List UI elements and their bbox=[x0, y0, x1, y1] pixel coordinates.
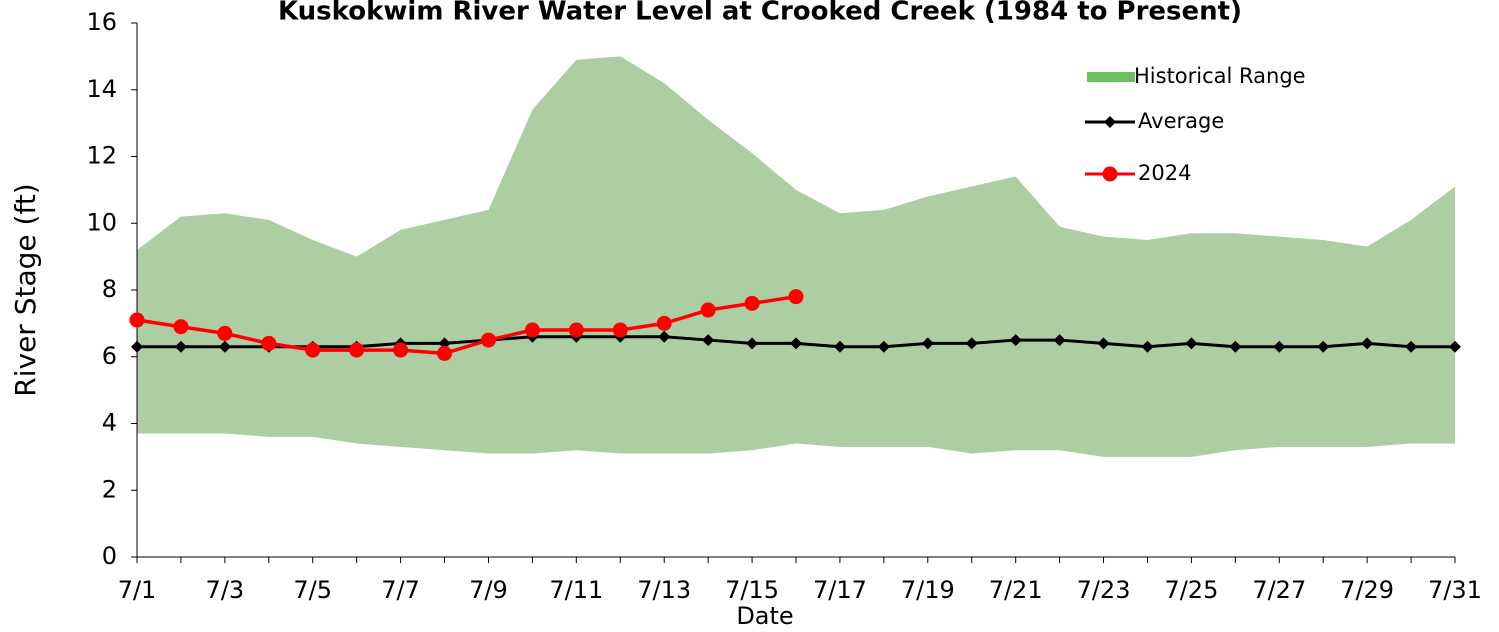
point bbox=[438, 337, 451, 350]
point bbox=[833, 340, 846, 353]
point bbox=[1361, 337, 1374, 350]
point bbox=[1449, 340, 1461, 353]
point bbox=[1185, 337, 1198, 350]
point bbox=[612, 322, 628, 338]
point bbox=[349, 342, 365, 358]
point bbox=[744, 295, 760, 311]
point bbox=[658, 330, 671, 343]
point bbox=[174, 340, 187, 353]
y-tick-label: 8 bbox=[102, 275, 117, 303]
x-tick-label: 7/19 bbox=[901, 576, 955, 604]
x-tick-label: 7/5 bbox=[293, 576, 332, 604]
point bbox=[1141, 340, 1154, 353]
x-tick-label: 7/23 bbox=[1077, 576, 1131, 604]
point bbox=[568, 322, 584, 338]
chart-title: Kuskokwim River Water Level at Crooked C… bbox=[278, 0, 1242, 27]
point bbox=[965, 337, 978, 350]
legend-marker bbox=[1102, 166, 1118, 182]
point bbox=[131, 340, 143, 353]
point bbox=[790, 337, 802, 350]
legend-label: 2024 bbox=[1138, 161, 1191, 185]
y-tick-label: 12 bbox=[86, 142, 117, 170]
point bbox=[1317, 340, 1330, 353]
point bbox=[437, 345, 453, 361]
point bbox=[788, 289, 804, 305]
y-tick-label: 6 bbox=[102, 342, 117, 370]
x-tick-label: 7/29 bbox=[1340, 576, 1394, 604]
point bbox=[1229, 340, 1242, 353]
point bbox=[261, 335, 277, 351]
point bbox=[746, 337, 759, 350]
point bbox=[173, 319, 189, 335]
point bbox=[393, 342, 409, 358]
point bbox=[1097, 337, 1110, 350]
x-tick-label: 7/1 bbox=[118, 576, 157, 604]
x-tick-label: 7/21 bbox=[989, 576, 1043, 604]
point bbox=[1053, 334, 1066, 347]
point bbox=[1405, 340, 1418, 353]
point bbox=[480, 332, 496, 348]
x-tick-label: 7/25 bbox=[1164, 576, 1218, 604]
legend-swatch bbox=[1087, 72, 1135, 82]
x-tick-label: 7/3 bbox=[206, 576, 245, 604]
y-tick-label: 14 bbox=[86, 75, 117, 103]
x-tick-label: 7/13 bbox=[637, 576, 691, 604]
point bbox=[702, 334, 715, 347]
point bbox=[218, 340, 231, 353]
x-tick-label: 7/15 bbox=[725, 576, 779, 604]
x-tick-label: 7/31 bbox=[1428, 576, 1482, 604]
y-tick-label: 10 bbox=[86, 208, 117, 236]
point bbox=[129, 312, 145, 328]
x-axis-label: Date bbox=[736, 602, 793, 628]
x-tick-label: 7/7 bbox=[381, 576, 420, 604]
legend-marker bbox=[1104, 116, 1116, 128]
x-tick-label: 7/9 bbox=[469, 576, 508, 604]
point bbox=[700, 302, 716, 318]
legend-label: Historical Range bbox=[1134, 64, 1306, 88]
legend-label: Average bbox=[1138, 109, 1224, 133]
point bbox=[921, 337, 934, 350]
point bbox=[877, 340, 890, 353]
point bbox=[1009, 334, 1022, 347]
y-tick-label: 2 bbox=[102, 475, 117, 503]
x-tick-label: 7/27 bbox=[1252, 576, 1306, 604]
y-tick-label: 16 bbox=[86, 8, 117, 36]
y-axis-label: River Stage (ft) bbox=[9, 183, 42, 396]
point bbox=[305, 342, 321, 358]
y-tick-label: 4 bbox=[102, 409, 117, 437]
point bbox=[656, 315, 672, 331]
point bbox=[1273, 340, 1286, 353]
x-tick-label: 7/17 bbox=[813, 576, 867, 604]
y-tick-label: 0 bbox=[102, 542, 117, 570]
series-line bbox=[136, 294, 797, 356]
point bbox=[524, 322, 540, 338]
x-tick-label: 7/11 bbox=[549, 576, 603, 604]
point bbox=[217, 325, 233, 341]
range-area bbox=[137, 56, 1455, 457]
